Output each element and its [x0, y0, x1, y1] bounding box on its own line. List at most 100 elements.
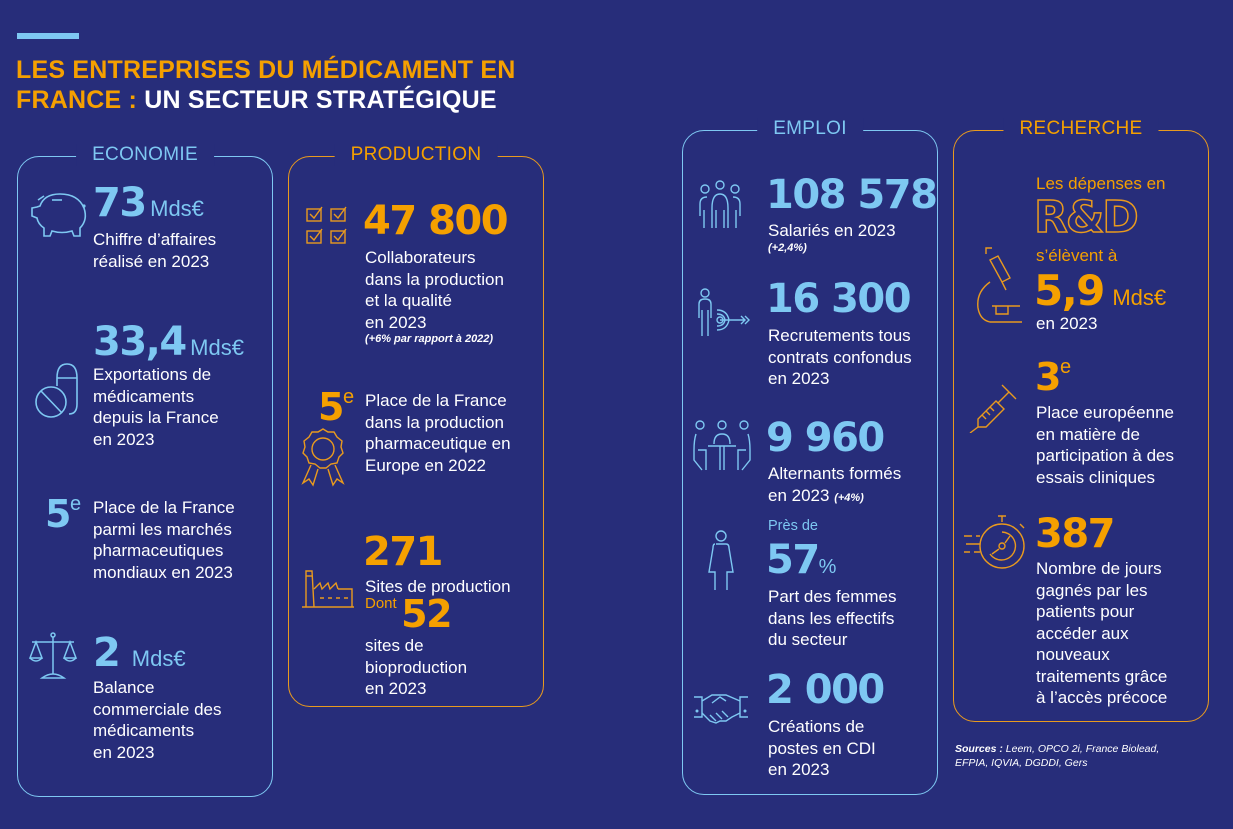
rech-desc-rd: en 2023 — [1036, 314, 1098, 333]
woman-icon — [707, 530, 735, 594]
stat-sup: e — [69, 493, 82, 515]
accent-bar — [17, 33, 79, 39]
rech-stat-rd: 5,9 Mds€ — [1034, 270, 1166, 312]
rech-stat-days: 387 — [1035, 511, 1116, 557]
stat-value: 57 — [766, 537, 820, 583]
desc-line: médicaments — [93, 721, 195, 740]
emp-desc-employees: Salariés en 2023 — [768, 221, 896, 240]
stat-value: 3 — [1035, 355, 1061, 399]
stat-sup: e — [1059, 356, 1072, 378]
desc-line: Collaborateurs — [365, 248, 476, 267]
stat-value: 47 800 — [363, 198, 509, 244]
sub-value: 52 — [401, 592, 452, 636]
desc-line: en 2023 — [365, 312, 427, 332]
sources-line-1: Leem, OPCO 2i, France Biolead, — [1002, 743, 1160, 755]
desc-line: médicaments — [93, 386, 195, 406]
stat-unit: Mds€ — [150, 196, 204, 221]
desc-line: Place de la France — [365, 391, 507, 410]
production-label: PRODUCTION — [334, 144, 498, 166]
desc-line: Balance — [93, 678, 155, 697]
sub-prefix: Dont — [365, 595, 397, 612]
emp-desc-women: Part des femmes dans les effectifs du se… — [768, 586, 897, 651]
stat-value: 5,9 — [1034, 266, 1105, 315]
stat-value: 271 — [363, 529, 444, 575]
rech-highlight-rd: R&D — [1033, 192, 1139, 243]
emp-desc-cdi: Créations de postes en CDI en 2023 — [768, 716, 876, 781]
desc-line: Créations de — [768, 717, 865, 736]
rech-desc-rank: Place européenne en matière de participa… — [1036, 402, 1174, 488]
stat-value: 108 578 — [766, 172, 938, 218]
stat-value: 2 — [93, 630, 121, 676]
eco-stat-rank: 5e — [45, 492, 82, 536]
stat-value: 73 — [93, 180, 147, 226]
emploi-label: EMPLOI — [757, 118, 863, 140]
emp-note-apprentices: (+4%) — [834, 491, 864, 504]
desc-line: en 2023 — [768, 485, 830, 505]
emp-stat-cdi: 2 000 — [766, 670, 885, 710]
prod-stat-rank: 5e — [318, 385, 354, 429]
desc-line: nouveaux — [1036, 645, 1110, 664]
stopwatch-icon — [962, 514, 1028, 572]
desc-line: gagnés par les — [1036, 580, 1148, 600]
stat-unit: Mds€ — [190, 335, 244, 360]
desc-line: du secteur — [768, 630, 848, 649]
desc-line: participation à des — [1036, 446, 1174, 465]
stat-unit: Mds€ — [1112, 285, 1167, 310]
rech-stat-rank: 3e — [1035, 355, 1072, 399]
people-group-icon — [698, 180, 742, 230]
emp-prefix-women: Près de — [768, 518, 818, 534]
desc-line: Place européenne — [1036, 403, 1175, 422]
emp-stat-employees: 108 578 — [766, 172, 938, 218]
desc-line: patients pour — [1036, 602, 1135, 621]
prod-desc-workers: Collaborateurs dans la production et la … — [365, 247, 504, 333]
stat-unit: Mds€ — [131, 646, 186, 671]
title-line-2-orange: FRANCE : — [16, 86, 145, 114]
emp-stat-recruitment: 16 300 — [766, 276, 912, 322]
desc-line: Part des femmes — [768, 587, 897, 606]
desc-line: et la qualité — [365, 291, 452, 310]
prod-sub-bioproduction: Dont 52 — [365, 592, 453, 636]
desc-line: mondiaux en 2023 — [93, 562, 233, 582]
meeting-table-icon — [692, 420, 752, 472]
checklist-icon — [306, 206, 350, 246]
sources-label: Sources : — [955, 743, 1003, 755]
desc-line: en matière de — [1036, 424, 1140, 444]
desc-line: Recrutements tous — [768, 326, 911, 345]
desc-line: postes en CDI — [768, 738, 876, 758]
eco-desc-rank: Place de la France parmi les marchés pha… — [93, 497, 235, 583]
emp-stat-apprentices: 9 960 — [766, 415, 885, 461]
award-ribbon-icon — [301, 427, 345, 489]
desc-line: Chiffre d’affaires — [93, 230, 217, 249]
desc-line: depuis la France — [93, 408, 219, 427]
rech-mid-rd: s’élèvent à — [1036, 246, 1118, 265]
stat-value: 9 960 — [766, 415, 885, 461]
stat-value: 387 — [1035, 511, 1116, 557]
factory-icon — [300, 569, 356, 609]
desc-line: en 2023 — [93, 742, 155, 762]
emp-note-employees: (+2,4%) — [768, 242, 807, 254]
title-line-2-white: UN SECTEUR STRATÉGIQUE — [144, 86, 497, 114]
desc-line: sites de — [365, 636, 424, 655]
stat-value: 5 — [318, 385, 344, 429]
desc-line: réalisé en 2023 — [93, 251, 210, 271]
stat-value: 16 300 — [766, 276, 912, 322]
economie-panel: ECONOMIE — [17, 144, 273, 797]
eco-stat-revenue: 73 Mds€ — [93, 183, 204, 223]
desc-line: contrats confondus — [768, 347, 912, 367]
prod-stat-workers: 47 800 — [363, 198, 509, 244]
desc-line: traitements grâce — [1036, 666, 1168, 686]
desc-line: essais cliniques — [1036, 467, 1156, 487]
desc-line: dans les effectifs — [768, 608, 895, 628]
stat-value: 5 — [45, 492, 71, 536]
eco-desc-revenue: Chiffre d’affaires réalisé en 2023 — [93, 229, 216, 272]
rech-desc-days: Nombre de jours gagnés par les patients … — [1036, 558, 1167, 709]
desc-line: dans la production — [365, 412, 504, 432]
desc-line: en 2023 — [93, 429, 155, 449]
microscope-icon — [972, 246, 1026, 326]
desc-line: commerciale des — [93, 699, 222, 719]
desc-line: Europe en 2022 — [365, 455, 486, 475]
pill-capsule-icon — [33, 360, 83, 420]
stat-value: 33,4 — [93, 319, 187, 365]
emp-stat-women: 57% — [766, 540, 836, 580]
prod-desc-sites: Sites de production — [365, 577, 511, 596]
